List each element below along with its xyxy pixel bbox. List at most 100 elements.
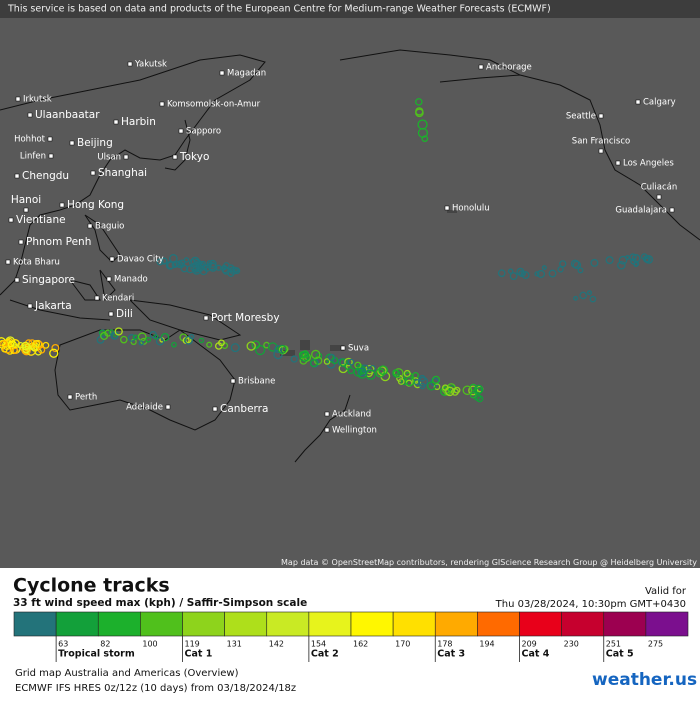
category-label: Cat 2 xyxy=(311,649,339,660)
track-marker xyxy=(274,345,283,354)
banner-bar xyxy=(0,0,700,18)
track-marker xyxy=(536,269,546,279)
model-run: ECMWF IFS HRES 0z/12z (10 days) from 03/… xyxy=(15,683,296,694)
city-label: Wellington xyxy=(332,426,377,436)
city-label: Tokyo xyxy=(179,151,209,163)
city-dot xyxy=(48,153,54,159)
city-label: Brisbane xyxy=(238,377,275,387)
track-marker xyxy=(644,257,650,263)
islands xyxy=(280,210,457,356)
track-marker xyxy=(375,368,385,378)
city-label: Ulaanbaatar xyxy=(35,109,100,121)
track-marker xyxy=(415,98,423,106)
track-marker xyxy=(339,358,348,367)
city-label: Jakarta xyxy=(34,300,72,312)
scale-tick-label: 251 xyxy=(606,640,621,649)
track-marker xyxy=(169,254,178,263)
track-marker xyxy=(166,261,175,270)
track-marker xyxy=(589,295,597,303)
city-dot xyxy=(478,64,484,70)
city-dot xyxy=(15,96,21,102)
track-marker xyxy=(400,378,409,386)
track-marker xyxy=(21,341,30,351)
scale-box xyxy=(561,611,605,637)
scale-tick-label: 194 xyxy=(479,640,494,649)
track-marker xyxy=(590,258,599,267)
scale-tick-label: 230 xyxy=(564,640,579,649)
city-label: Adelaide xyxy=(126,403,163,413)
city-label: Canberra xyxy=(220,403,268,415)
track-marker xyxy=(377,366,387,376)
track-marker xyxy=(605,256,614,265)
track-marker xyxy=(311,349,321,360)
banner-text: This service is based on data and produc… xyxy=(7,4,551,15)
track-marker xyxy=(230,343,240,353)
cyclone-tracks xyxy=(0,98,654,403)
city-dot xyxy=(106,276,112,282)
scale-box xyxy=(434,611,478,637)
track-marker xyxy=(160,332,170,342)
city-dot xyxy=(108,311,114,317)
scale-box xyxy=(519,611,562,637)
city-dot xyxy=(14,277,20,283)
track-marker xyxy=(328,353,336,362)
city-dot xyxy=(598,148,604,154)
track-marker xyxy=(51,343,60,353)
scale-box xyxy=(224,611,268,637)
track-marker xyxy=(192,265,200,273)
map-background xyxy=(0,0,700,568)
track-marker xyxy=(497,269,506,278)
track-marker xyxy=(618,255,628,265)
track-marker xyxy=(415,108,424,118)
track-marker xyxy=(507,268,514,274)
track-marker xyxy=(22,345,31,354)
city-dot xyxy=(444,205,450,211)
track-marker xyxy=(222,267,230,275)
track-marker xyxy=(548,269,557,278)
city-label: Ulsan xyxy=(97,153,121,163)
city-dot xyxy=(127,61,133,67)
track-marker xyxy=(206,260,213,266)
city-label: Auckland xyxy=(332,410,371,420)
track-marker xyxy=(573,295,579,301)
track-marker xyxy=(534,271,540,277)
track-marker xyxy=(1,345,8,353)
track-marker xyxy=(175,260,184,268)
city-label: Yakutsk xyxy=(134,60,167,70)
category-label: Cat 5 xyxy=(606,649,634,660)
grid-map: Grid map Australia and Americas (Overvie… xyxy=(15,668,239,679)
city-label: Phnom Penh xyxy=(26,236,91,248)
scale-tick-label: 209 xyxy=(522,640,537,649)
track-marker xyxy=(7,340,15,348)
category-label: Cat 4 xyxy=(522,649,550,660)
track-marker xyxy=(233,267,241,275)
scale-tick-label: 63 xyxy=(58,640,68,649)
philippines xyxy=(84,214,121,263)
city-dot xyxy=(324,411,330,417)
scale-box xyxy=(308,611,352,637)
city-label: Sapporo xyxy=(186,127,221,137)
track-marker xyxy=(397,378,405,385)
track-marker xyxy=(631,254,641,263)
track-marker xyxy=(516,267,525,276)
track-marker xyxy=(313,356,323,365)
track-marker xyxy=(100,331,109,340)
city-dot xyxy=(27,303,33,309)
track-marker xyxy=(403,369,411,378)
track-marker xyxy=(353,367,363,377)
city-dot xyxy=(123,154,129,160)
track-marker xyxy=(298,351,306,359)
track-marker xyxy=(640,253,648,261)
valid-time: Thu 03/28/2024, 10:30pm GMT+0430 xyxy=(495,599,686,610)
scale-tick-label: 131 xyxy=(227,640,242,649)
track-marker xyxy=(171,261,178,269)
track-marker xyxy=(579,291,588,300)
track-marker xyxy=(586,290,592,296)
attribution-bar xyxy=(308,557,700,568)
track-marker xyxy=(188,333,195,340)
city-label: Dili xyxy=(116,308,133,320)
city-label: Hong Kong xyxy=(67,199,124,211)
track-marker xyxy=(155,337,165,346)
scale-box xyxy=(645,611,689,637)
track-marker xyxy=(617,260,626,270)
